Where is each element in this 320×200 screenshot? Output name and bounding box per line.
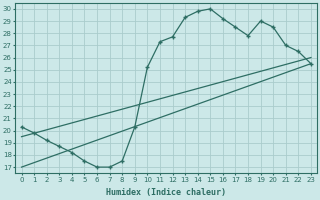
X-axis label: Humidex (Indice chaleur): Humidex (Indice chaleur): [106, 188, 226, 197]
